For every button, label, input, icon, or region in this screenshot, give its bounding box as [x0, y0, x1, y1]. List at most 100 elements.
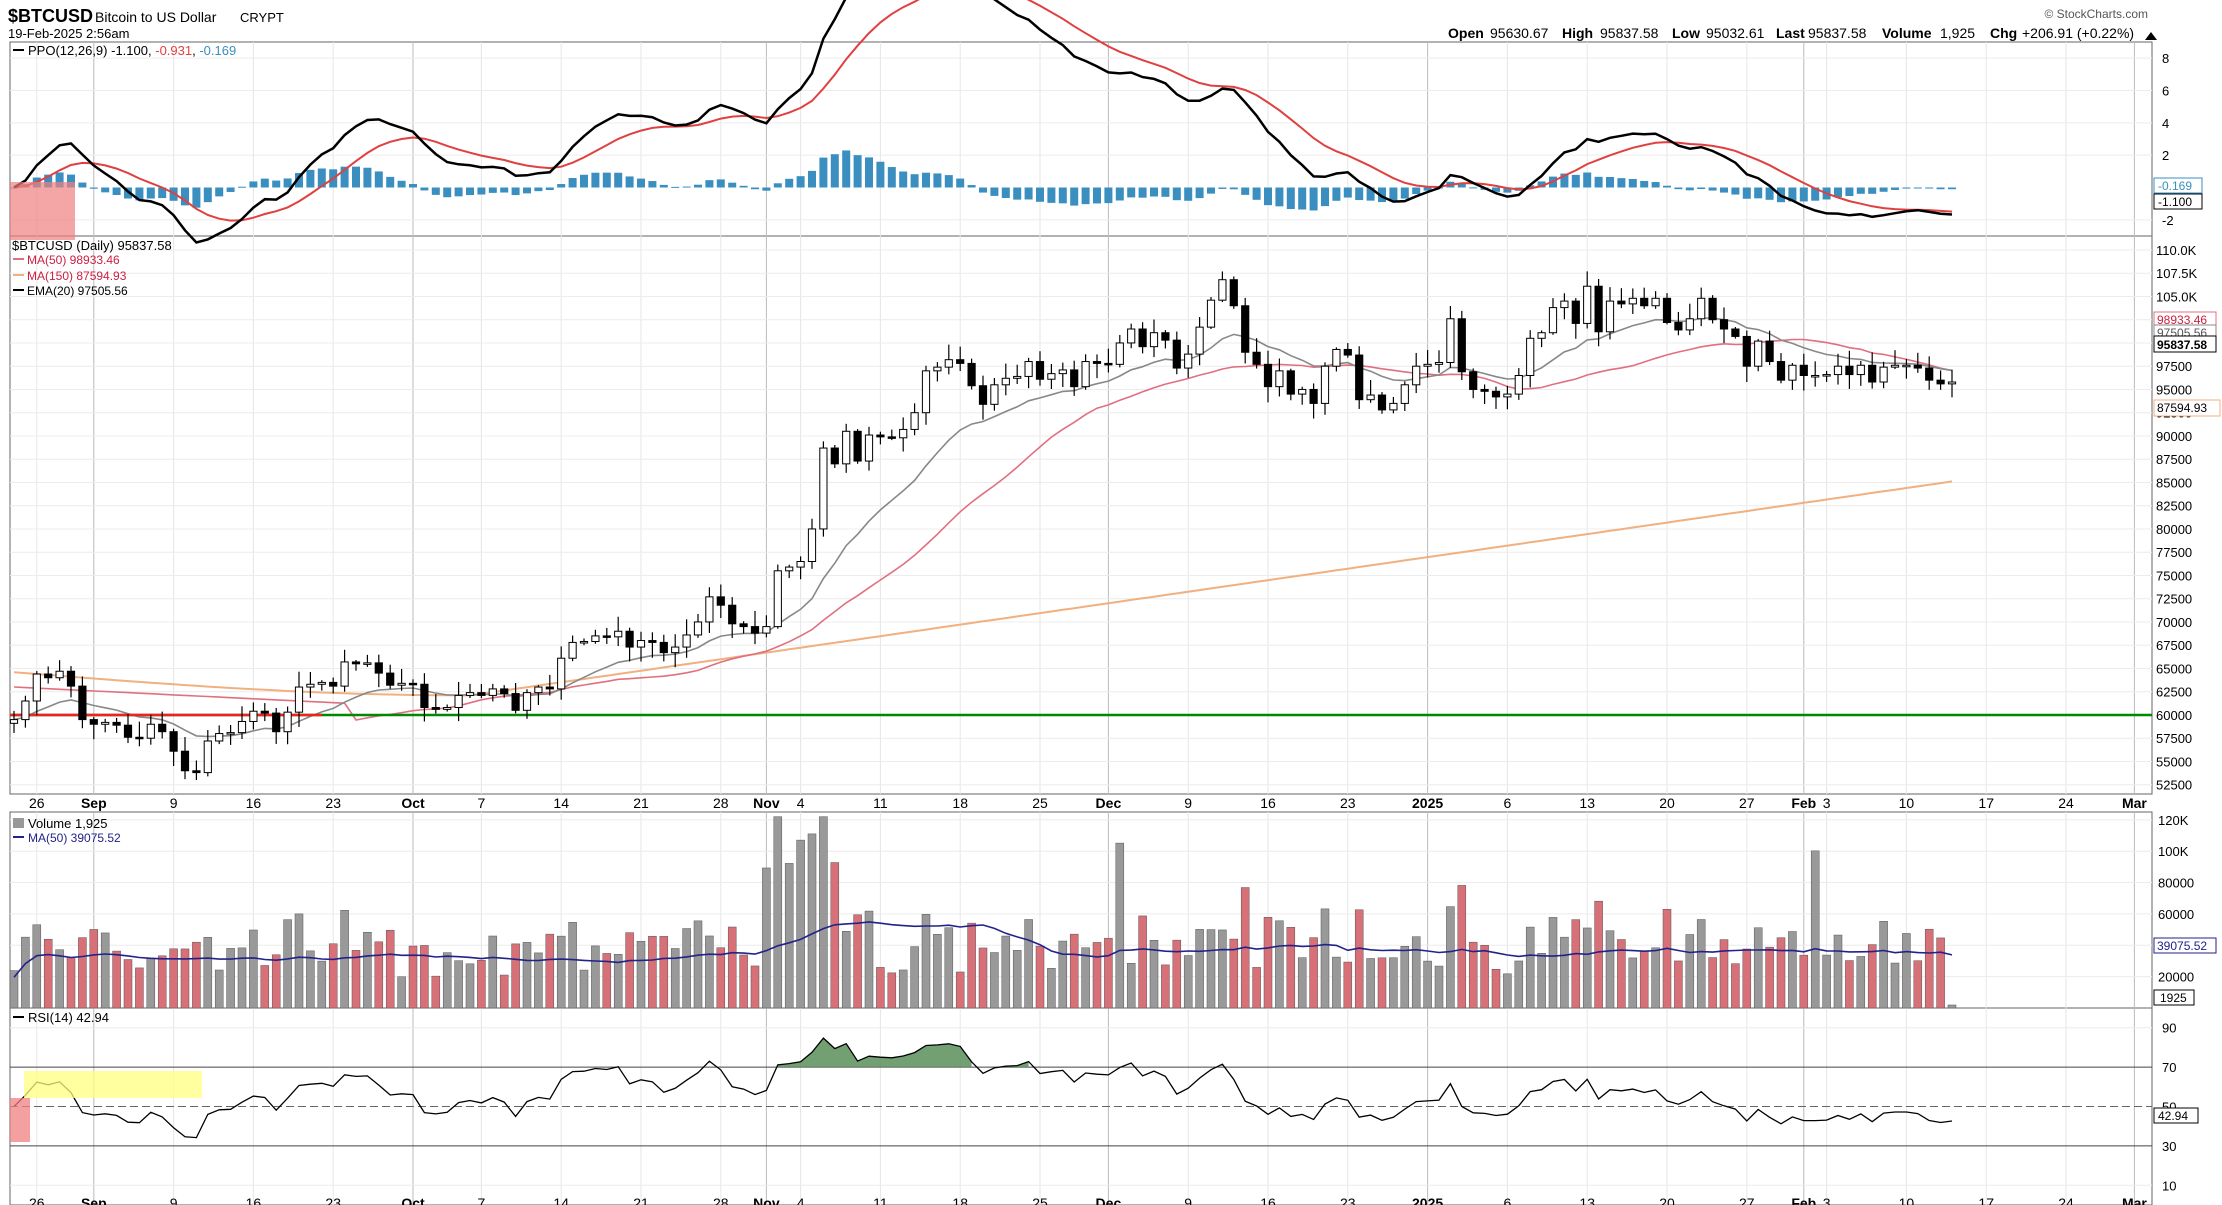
- volume-bar: [1126, 963, 1136, 1009]
- volume-bar: [1822, 954, 1831, 1009]
- volume-bar: [488, 935, 498, 1009]
- candle-body: [557, 657, 566, 690]
- x-tick-label-rsi: Sep: [81, 1195, 107, 1205]
- volume-bar: [1012, 950, 1022, 1009]
- volume-bar: [1799, 954, 1809, 1009]
- candle-body: [728, 604, 737, 625]
- x-tick-label: 6: [1504, 795, 1512, 811]
- volume-bar: [294, 913, 304, 1009]
- ppo-histogram-bar: [922, 172, 930, 188]
- candle-body: [1799, 364, 1808, 376]
- ppo-histogram-bar: [1731, 187, 1740, 195]
- ppo-histogram-bar: [956, 178, 965, 188]
- ppo-histogram-bar: [1674, 187, 1683, 190]
- ppo-histogram-bar: [55, 172, 64, 188]
- volume-bar: [990, 952, 999, 1009]
- ppo-histogram-bar: [1503, 187, 1512, 193]
- open-label: Open: [1448, 25, 1484, 41]
- candle-body: [1058, 369, 1067, 375]
- candle-body: [1035, 361, 1045, 380]
- ppo-histogram-bar: [420, 187, 429, 191]
- volume-bar: [1936, 937, 1945, 1009]
- volume-bar: [1229, 938, 1239, 1009]
- volume-bar: [1309, 937, 1318, 1009]
- volume-bar: [385, 929, 395, 1009]
- volume-bar: [1183, 955, 1193, 1009]
- volume-bar: [1149, 939, 1159, 1009]
- candle-body: [363, 662, 372, 665]
- price-legend-symbol: $BTCUSD (Daily) 95837.58: [12, 238, 172, 253]
- candle-body: [1902, 364, 1911, 368]
- ppo-histogram-bar: [352, 166, 360, 188]
- volume-bar: [32, 924, 42, 1009]
- ppo-histogram-bar: [990, 187, 999, 196]
- volume-bar: [819, 816, 828, 1009]
- candle-body: [1685, 318, 1694, 331]
- candle-body: [1776, 361, 1786, 381]
- low-value: 95032.61: [1706, 25, 1765, 41]
- ppo-histogram-bar: [1913, 187, 1922, 189]
- ppo-histogram-bar: [1264, 187, 1272, 206]
- x-tick-label: 26: [29, 795, 45, 811]
- candle-body: [101, 721, 110, 725]
- ppo-histogram-bar: [306, 169, 315, 188]
- ppo-histogram-bar: [1172, 187, 1181, 201]
- candle-body: [1298, 388, 1307, 395]
- ppo-histogram-bar: [1081, 187, 1090, 205]
- volume-bar: [511, 943, 520, 1009]
- symbol-title[interactable]: $BTCUSD: [8, 6, 93, 26]
- candle-body: [876, 434, 885, 438]
- candle-body: [1252, 351, 1261, 365]
- price-y-tick-label: 72500: [2156, 592, 2192, 607]
- candle-body: [340, 661, 349, 687]
- ppo-y-tick-label: 6: [2162, 84, 2169, 99]
- volume-bar: [1913, 960, 1923, 1009]
- watermark[interactable]: © StockCharts.com: [2044, 7, 2148, 21]
- ppo-histogram-bar: [614, 172, 623, 188]
- price-y-tick-label: 80000: [2156, 522, 2192, 537]
- candle-body: [899, 428, 908, 439]
- x-tick-label: 20: [1659, 795, 1675, 811]
- volume-bar: [9, 970, 19, 1009]
- candle-body: [671, 646, 680, 654]
- volume-bar: [716, 947, 726, 1009]
- candle-body: [785, 566, 794, 572]
- candle-body: [1400, 384, 1409, 404]
- candle-body: [648, 640, 657, 643]
- price-y-tick-label: 82500: [2156, 499, 2192, 514]
- volume-bar: [1468, 941, 1478, 1009]
- volume-bar: [214, 969, 224, 1009]
- rsi-overbought-fill: [1005, 1061, 1029, 1068]
- price-y-tick-label: 67500: [2156, 638, 2192, 653]
- open-value: 95630.67: [1490, 25, 1549, 41]
- volume-bar: [1548, 917, 1558, 1009]
- ppo-histogram-bar: [135, 187, 144, 201]
- candle-body: [420, 683, 429, 709]
- volume-bar: [1662, 909, 1672, 1009]
- candle-body: [1127, 328, 1136, 344]
- ppo-histogram-bar: [1332, 187, 1341, 201]
- ppo-histogram-bar: [101, 187, 110, 193]
- right-value-tags: -0.169 -1.100 98933.46 97505.56 95837.58…: [2153, 177, 2221, 1124]
- x-tick-label-rsi: 14: [553, 1195, 569, 1205]
- volume-bar: [123, 959, 133, 1009]
- volume-bar: [784, 863, 794, 1009]
- x-tick-label-rsi: 9: [170, 1195, 178, 1205]
- volume-bar: [1218, 929, 1227, 1009]
- volume-bar: [55, 949, 64, 1009]
- ppo-histogram-bar: [1218, 187, 1227, 189]
- candle-body: [431, 707, 440, 710]
- ppo-histogram-bar: [1286, 187, 1295, 210]
- volume-bar: [727, 926, 737, 1009]
- volume-bar: [807, 833, 817, 1009]
- rsi-y-tick-label: 70: [2162, 1060, 2176, 1075]
- volume-bar: [1639, 950, 1649, 1009]
- ppo-histogram-bar: [443, 187, 452, 198]
- volume-bar: [1069, 933, 1079, 1009]
- candle-body: [89, 719, 98, 725]
- x-tick-label: 9: [170, 795, 178, 811]
- volume-bar: [1172, 939, 1182, 1009]
- candle-body: [705, 596, 714, 623]
- high-label: High: [1562, 25, 1593, 41]
- volume-bar: [1480, 945, 1489, 1009]
